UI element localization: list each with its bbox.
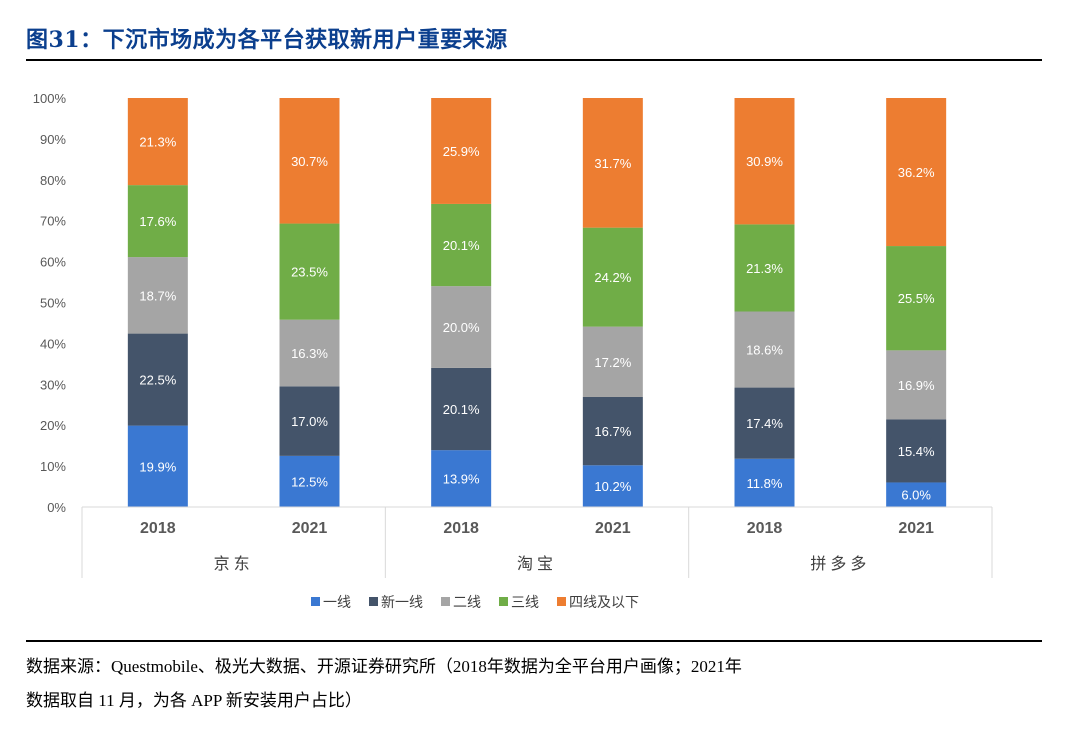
title-underline — [26, 59, 1042, 61]
figure-title: 图31：下沉市场成为各平台获取新用户重要来源 — [26, 27, 508, 53]
legend-swatch — [369, 597, 378, 606]
data-label: 17.0% — [291, 414, 328, 429]
data-label: 12.5% — [291, 474, 328, 489]
x-tick-label: 2018 — [443, 520, 479, 537]
data-label: 20.0% — [443, 320, 480, 335]
bar-segment — [431, 367, 492, 451]
bar-segment — [582, 227, 643, 327]
bar-segment — [886, 246, 947, 351]
data-label: 21.3% — [746, 261, 783, 276]
bar-segment — [886, 98, 947, 247]
legend-swatch — [557, 597, 566, 606]
group-label: 淘宝 — [517, 554, 557, 573]
data-label: 16.9% — [898, 378, 935, 393]
data-label: 16.3% — [291, 346, 328, 361]
y-tick-label: 40% — [40, 336, 66, 351]
bar-segment — [127, 257, 188, 334]
y-tick-label: 60% — [40, 255, 66, 270]
bar-segment — [886, 482, 947, 507]
data-label: 25.5% — [898, 291, 935, 306]
bar-segment — [734, 224, 795, 312]
bar-segment — [582, 326, 643, 397]
data-source-note: 数据来源：Questmobile、极光大数据、开源证券研究所（2018年数据为全… — [26, 650, 1046, 718]
y-tick-label: 20% — [40, 418, 66, 433]
data-label: 19.9% — [139, 459, 176, 474]
data-label: 18.6% — [746, 343, 783, 358]
bar-segment — [582, 396, 643, 466]
bar-segment — [279, 455, 340, 507]
bar-segment — [582, 465, 643, 507]
data-label: 31.7% — [594, 156, 631, 171]
data-source-line-2: 数据取自 11 月，为各 APP 新安装用户占比） — [26, 691, 362, 710]
bar-segment — [127, 185, 188, 258]
data-label: 20.1% — [443, 402, 480, 417]
y-tick-label: 50% — [40, 296, 66, 311]
data-label: 20.1% — [443, 238, 480, 253]
bar-segment — [582, 98, 643, 228]
data-label: 17.6% — [139, 214, 176, 229]
bar-segment — [431, 203, 492, 287]
y-tick-label: 100% — [33, 91, 67, 106]
y-tick-label: 80% — [40, 173, 66, 188]
bar-segment — [734, 458, 795, 507]
legend-swatch — [441, 597, 450, 606]
legend-swatch — [499, 597, 508, 606]
data-label: 30.7% — [291, 154, 328, 169]
y-tick-label: 0% — [47, 500, 66, 515]
data-label: 10.2% — [594, 479, 631, 494]
legend-label: 三线 — [511, 595, 539, 611]
data-label: 17.2% — [594, 355, 631, 370]
source-divider — [26, 640, 1042, 642]
data-label: 17.4% — [746, 416, 783, 431]
data-label: 18.7% — [139, 288, 176, 303]
data-label: 16.7% — [594, 424, 631, 439]
y-tick-label: 30% — [40, 377, 66, 392]
data-label: 23.5% — [291, 265, 328, 280]
x-tick-label: 2018 — [140, 520, 176, 537]
data-label: 13.9% — [443, 472, 480, 487]
y-tick-label: 70% — [40, 214, 66, 229]
data-label: 6.0% — [901, 488, 931, 503]
legend-label: 二线 — [453, 595, 481, 611]
y-tick-label: 90% — [40, 132, 66, 147]
data-label: 21.3% — [139, 135, 176, 150]
legend-label: 四线及以下 — [569, 595, 639, 611]
bar-segment — [279, 98, 340, 224]
legend-swatch — [311, 597, 320, 606]
group-label: 京东 — [214, 554, 254, 573]
data-source-line-1: 数据来源：Questmobile、极光大数据、开源证券研究所（2018年数据为全… — [26, 657, 742, 676]
x-tick-label: 2021 — [595, 520, 631, 537]
y-tick-label: 10% — [40, 459, 66, 474]
data-label: 22.5% — [139, 373, 176, 388]
bar-segment — [734, 311, 795, 388]
legend-label: 一线 — [323, 595, 351, 611]
data-label: 24.2% — [594, 270, 631, 285]
bar-segment — [431, 98, 492, 204]
data-label: 11.8% — [747, 476, 783, 491]
bar-segment — [279, 319, 340, 387]
x-tick-label: 2021 — [292, 520, 328, 537]
legend-label: 新一线 — [381, 595, 423, 611]
x-tick-label: 2018 — [747, 520, 783, 537]
bar-segment — [886, 350, 947, 420]
bar-segment — [279, 223, 340, 320]
bar-segment — [431, 450, 492, 507]
bar-segment — [127, 333, 188, 426]
bar-segment — [127, 98, 188, 186]
data-label: 30.9% — [746, 154, 783, 169]
bar-segment — [734, 98, 795, 225]
stacked-bar-chart: 0% 10% 20% 30% 40% 50% 60% 70% 80% 90% 100% 19.9% 22… — [33, 91, 993, 611]
bar-segment — [734, 387, 795, 459]
bar-segment — [279, 386, 340, 456]
group-label: 拼多多 — [810, 554, 870, 573]
data-label: 36.2% — [898, 165, 935, 180]
data-label: 15.4% — [898, 444, 935, 459]
x-tick-label: 2021 — [898, 520, 934, 537]
data-label: 25.9% — [443, 144, 480, 159]
bar-segment — [431, 286, 492, 368]
bar-segment — [127, 425, 188, 507]
bar-segment — [886, 419, 947, 483]
